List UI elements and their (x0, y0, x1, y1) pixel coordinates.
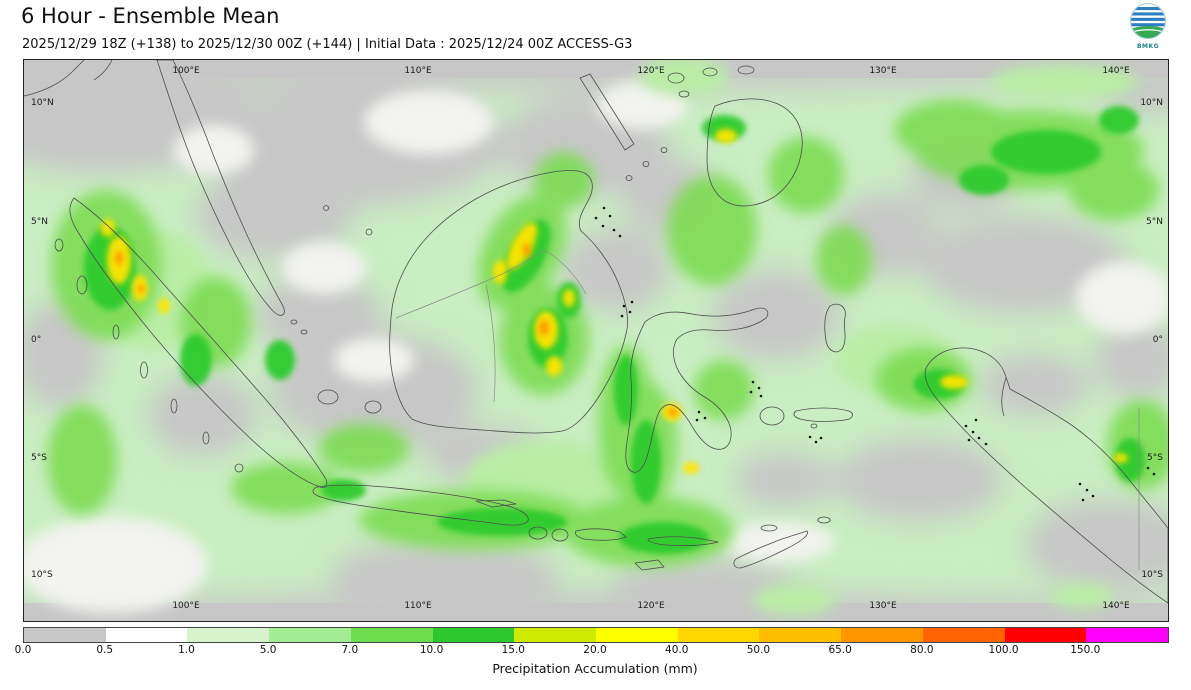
colorbar-tick-label: 40.0 (665, 644, 689, 656)
colorbar-segment (350, 628, 433, 642)
lat-label-left: 0° (31, 335, 42, 345)
lon-label-bottom: 130°E (869, 601, 897, 611)
south-dry-strip (24, 603, 1168, 621)
colorbar-tick-label: 5.0 (259, 644, 277, 656)
forecast-period-subtitle: 2025/12/29 18Z (+138) to 2025/12/30 00Z … (22, 37, 633, 52)
colorbar-tick-label: 100.0 (988, 644, 1019, 656)
lat-label-left: 5°S (31, 453, 47, 463)
colorbar-tick-label: 150.0 (1070, 644, 1101, 656)
heavy-rain-cells (84, 106, 1145, 554)
bmkg-logo-icon (1130, 3, 1166, 39)
colorbar-segment (432, 628, 515, 642)
colorbar-tick-label: 65.0 (828, 644, 852, 656)
precipitation-field (24, 60, 1168, 621)
lat-label-left: 10°S (31, 570, 53, 580)
page-title: 6 Hour - Ensemble Mean (21, 4, 280, 28)
colorbar-tick-labels: 0.0 0.5 1.0 5.0 7.0 10.0 15.0 20.0 40.0 50.0 65.0 8… (15, 644, 1167, 658)
lat-label-left: 10°N (31, 98, 54, 108)
colorbar-tick-label: 1.0 (178, 644, 195, 656)
lat-label-right: 5°S (1147, 453, 1163, 463)
lon-label-top: 120°E (637, 66, 665, 76)
lat-label-right: 5°N (1146, 217, 1163, 227)
bmkg-logo: BMKG (1125, 2, 1171, 50)
political-borders (395, 249, 1140, 570)
colorbar-segment (596, 628, 678, 642)
colorbar-segment (841, 628, 923, 642)
colorbar-segment (1004, 628, 1087, 642)
colorbar-segment (105, 628, 188, 642)
colorbar-segment (922, 628, 1005, 642)
trace-rain-white-regions (24, 81, 1168, 613)
lon-label-top: 110°E (404, 66, 432, 76)
coastlines (24, 60, 1168, 604)
colorbar-tick-label: 50.0 (746, 644, 771, 656)
lon-label-bottom: 110°E (404, 601, 432, 611)
lon-label-top: 100°E (172, 66, 200, 76)
colorbar-segment (514, 628, 597, 642)
colorbar-segment (24, 628, 106, 642)
lat-label-right: 10°S (1141, 570, 1163, 580)
precipitation-map: 10°N 5°N 0° 5°S 10°S 10°N 5°N 0° 5°S 10°… (23, 59, 1169, 622)
colorbar-title: Precipitation Accumulation (mm) (492, 661, 698, 676)
colorbar (23, 627, 1169, 643)
colorbar-segment (1086, 628, 1169, 642)
colorbar-tick-label: 10.0 (419, 644, 444, 656)
north-dry-strip (24, 60, 1168, 78)
extreme-rain-cores (115, 243, 678, 417)
colorbar-segment (187, 628, 270, 642)
colorbar-tick-label: 0.0 (14, 644, 32, 656)
lat-label-right: 0° (1152, 335, 1163, 345)
lon-label-bottom: 140°E (1102, 601, 1130, 611)
lon-label-bottom: 120°E (637, 601, 665, 611)
lon-label-top: 140°E (1102, 66, 1130, 76)
lon-label-top: 130°E (869, 66, 897, 76)
terrain-speckles (594, 206, 1156, 502)
colorbar-tick-label: 20.0 (583, 644, 607, 656)
colorbar-segment (759, 628, 842, 642)
colorbar-segment (269, 628, 351, 642)
lat-label-left: 5°N (31, 217, 48, 227)
colorbar-segment (677, 628, 760, 642)
lat-label-right: 10°N (1140, 98, 1163, 108)
colorbar-tick-label: 80.0 (910, 644, 934, 656)
lon-label-bottom: 100°E (172, 601, 200, 611)
colorbar-tick-label: 7.0 (341, 644, 359, 656)
bmkg-logo-label: BMKG (1136, 43, 1160, 50)
colorbar-tick-label: 15.0 (501, 644, 525, 656)
colorbar-tick-label: 0.5 (96, 644, 114, 656)
